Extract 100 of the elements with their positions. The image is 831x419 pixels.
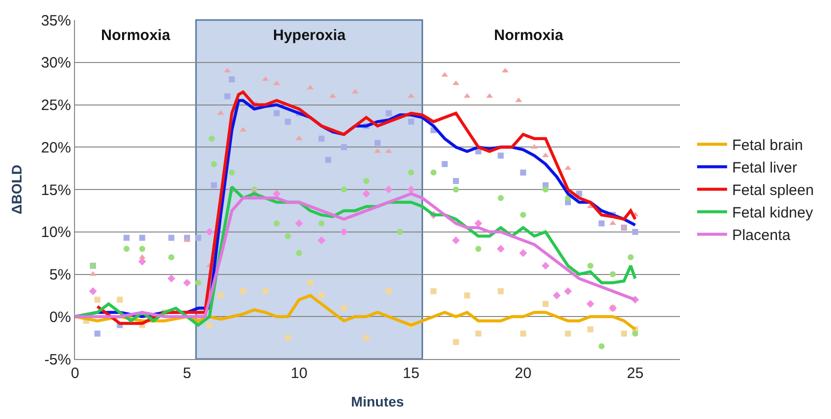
line-series <box>75 294 637 331</box>
point <box>94 330 100 337</box>
y-tick-label: -5% <box>44 351 71 368</box>
point <box>116 296 123 303</box>
point <box>586 300 594 308</box>
point <box>318 136 324 142</box>
x-axis-title: Minutes <box>351 393 404 410</box>
point <box>475 246 482 252</box>
point <box>598 343 605 350</box>
point <box>340 228 348 236</box>
point <box>564 330 571 337</box>
x-tick-label: 5 <box>182 365 192 382</box>
legend-label: Fetal brain <box>732 137 803 154</box>
point <box>340 144 347 150</box>
point <box>520 330 526 337</box>
x-tick-label: 10 <box>290 365 308 382</box>
annotation: Normoxia <box>101 27 171 44</box>
point <box>408 170 414 176</box>
point <box>284 233 291 240</box>
point <box>94 296 100 303</box>
point <box>374 140 380 146</box>
x-tick-label: 15 <box>402 365 420 382</box>
legend-label: Fetal spleen <box>732 182 814 200</box>
point <box>284 118 291 125</box>
point <box>464 292 470 298</box>
point <box>452 186 459 192</box>
point <box>139 246 146 252</box>
point <box>632 330 638 337</box>
point <box>224 93 230 100</box>
point <box>139 234 146 241</box>
point <box>486 93 493 98</box>
point <box>498 152 504 159</box>
point <box>183 278 191 287</box>
point <box>628 254 634 260</box>
point <box>363 334 370 341</box>
point <box>610 271 616 278</box>
y-tick-label: 0% <box>49 308 71 326</box>
x-tick-label: 0 <box>70 365 80 382</box>
y-tick-label: 5% <box>49 266 71 284</box>
point <box>284 334 291 341</box>
point <box>340 186 347 192</box>
point <box>208 136 215 142</box>
point <box>296 250 302 256</box>
point <box>374 148 381 153</box>
point <box>218 292 224 298</box>
y-axis-title: ΔBOLD <box>8 164 25 214</box>
point <box>396 228 403 235</box>
point <box>498 194 504 201</box>
legend-label: Placenta <box>732 227 792 244</box>
point <box>407 186 416 194</box>
point <box>206 228 214 236</box>
point <box>262 288 268 294</box>
point <box>195 280 202 286</box>
point <box>210 161 217 168</box>
point <box>620 330 627 337</box>
point <box>386 288 392 294</box>
point <box>496 244 505 253</box>
point <box>498 288 504 294</box>
point <box>124 234 130 241</box>
point <box>318 220 324 226</box>
point <box>564 165 572 170</box>
point <box>386 110 392 116</box>
point <box>167 274 176 282</box>
point <box>475 330 482 337</box>
point <box>384 186 393 194</box>
y-tick-label: 20% <box>40 139 71 156</box>
point <box>564 287 572 296</box>
y-tick-label: 35% <box>40 12 71 30</box>
point <box>430 288 437 294</box>
point <box>168 234 174 241</box>
x-tick-label: 20 <box>514 365 532 382</box>
point <box>632 228 638 235</box>
point <box>552 292 561 300</box>
point <box>89 287 97 296</box>
point <box>124 246 130 252</box>
y-tick-label: 15% <box>40 182 71 199</box>
point <box>184 237 190 242</box>
annotation: Normoxia <box>494 27 564 44</box>
legend-label: Fetal liver <box>732 160 798 177</box>
point <box>295 220 303 228</box>
point <box>452 339 459 346</box>
point <box>340 305 347 312</box>
point <box>228 76 235 82</box>
y-tick-label: 10% <box>40 224 71 242</box>
point <box>195 234 202 241</box>
point <box>262 76 269 81</box>
band-label: Hyperoxia <box>273 27 346 44</box>
point <box>318 292 324 298</box>
point <box>520 170 526 176</box>
point <box>542 186 549 192</box>
point <box>452 236 460 244</box>
point <box>274 220 280 226</box>
point <box>240 288 246 294</box>
point <box>363 178 370 184</box>
legend-label: Fetal kidney <box>732 204 814 222</box>
point <box>542 300 549 307</box>
point <box>452 178 459 184</box>
point <box>519 249 528 257</box>
point <box>206 322 212 328</box>
point <box>598 220 605 226</box>
